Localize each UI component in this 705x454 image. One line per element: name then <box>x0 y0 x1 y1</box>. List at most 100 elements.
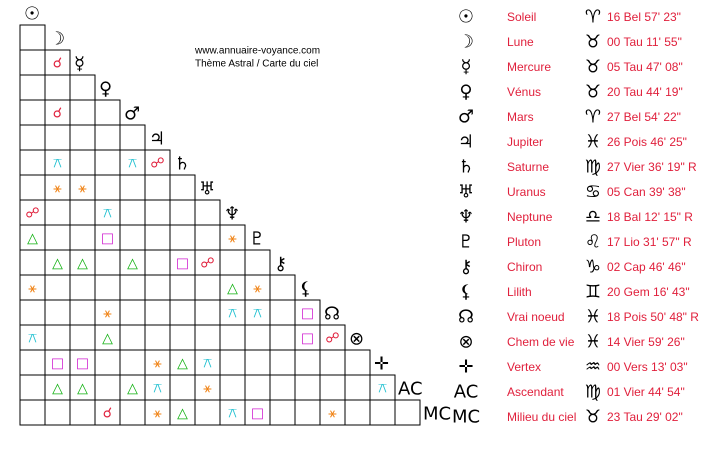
aspect-symbol: ⚻ <box>103 206 112 222</box>
aspect-symbol: △ <box>177 406 188 422</box>
planet-name: Vénus <box>507 85 541 99</box>
planet-name: Pluton <box>507 235 541 249</box>
grid-cell <box>194 299 221 326</box>
grid-cell <box>94 124 121 151</box>
grid-cell <box>144 374 171 401</box>
grid-cell <box>294 374 321 401</box>
sign-symbol: ♓ <box>585 132 601 153</box>
grid-cell <box>219 249 246 276</box>
aspect-symbol: ⚻ <box>378 381 387 397</box>
grid-cell <box>244 274 271 301</box>
aspect-symbol: ☌ <box>103 406 112 422</box>
grid-cell <box>144 199 171 226</box>
grid-planet-symbol: ⊗ <box>349 329 364 350</box>
aspect-symbol: ⚹ <box>328 406 337 422</box>
grid-cell <box>169 224 196 251</box>
grid-planet-symbol: ♀ <box>99 79 112 100</box>
grid-cell <box>69 274 96 301</box>
grid-cell <box>144 174 171 201</box>
planet-position: 00 Vers 13' 03" <box>607 360 688 374</box>
grid-cell <box>244 299 271 326</box>
grid-cell <box>19 24 46 51</box>
planet-name: Vrai noeud <box>507 310 565 324</box>
grid-cell <box>94 299 121 326</box>
grid-planet-symbol: ♃ <box>149 129 165 150</box>
aspect-symbol: ⚻ <box>203 356 212 372</box>
planet-position: 05 Can 39' 38" <box>607 185 686 199</box>
planet-name: Saturne <box>507 160 549 174</box>
grid-cell <box>19 224 46 251</box>
aspect-symbol: ⚹ <box>153 356 162 372</box>
aspect-symbol: ⚻ <box>28 331 37 347</box>
planet-position: 20 Tau 44' 19" <box>607 85 683 99</box>
grid-cell <box>219 349 246 376</box>
grid-planet-symbol: ⚸ <box>299 279 312 300</box>
sign-symbol: ♉ <box>585 57 601 78</box>
grid-cell <box>44 224 71 251</box>
grid-planet-symbol: ☽ <box>49 29 65 50</box>
grid-cell <box>194 199 221 226</box>
aspect-symbol: □ <box>51 356 64 372</box>
grid-cell <box>269 399 296 426</box>
grid-planet-symbol: ♅ <box>199 179 215 200</box>
planet-position: 27 Vier 36' 19" R <box>607 160 697 174</box>
aspect-symbol: △ <box>102 331 113 347</box>
grid-cell <box>44 174 71 201</box>
grid-cell <box>44 399 71 426</box>
planet-name: Uranus <box>507 185 546 199</box>
list-planet-symbol: ⊗ <box>458 332 473 353</box>
grid-cell <box>169 174 196 201</box>
grid-cell <box>119 324 146 351</box>
grid-cell <box>194 224 221 251</box>
grid-cell <box>19 374 46 401</box>
planet-position: 16 Bel 57' 23" <box>607 10 681 24</box>
grid-cell <box>69 249 96 276</box>
aspect-symbol: ⚹ <box>153 406 162 422</box>
grid-cell <box>194 324 221 351</box>
aspect-symbol: ⚻ <box>228 306 237 322</box>
site-url: www.annuaire-voyance.com <box>194 46 320 57</box>
planet-name: Chem de vie <box>507 335 575 349</box>
grid-cell <box>19 199 46 226</box>
grid-cell <box>19 399 46 426</box>
planet-name: Ascendant <box>507 385 564 399</box>
grid-cell <box>244 324 271 351</box>
grid-cell <box>194 399 221 426</box>
grid-cell <box>19 174 46 201</box>
aspect-symbol: △ <box>127 381 138 397</box>
grid-cell <box>244 349 271 376</box>
sign-symbol: ♌ <box>585 232 601 253</box>
sign-symbol: ♉ <box>585 32 601 53</box>
grid-cell <box>144 299 171 326</box>
grid-cell <box>219 224 246 251</box>
aspect-symbol: △ <box>177 356 188 372</box>
grid-cell <box>219 374 246 401</box>
sign-symbol: ♓ <box>585 307 601 328</box>
grid-cell <box>19 124 46 151</box>
grid-cell <box>44 274 71 301</box>
grid-cell <box>119 199 146 226</box>
grid-cell <box>19 349 46 376</box>
aspect-symbol: ⚻ <box>253 306 262 322</box>
grid-cell <box>144 349 171 376</box>
grid-cell <box>69 299 96 326</box>
grid-cell <box>44 199 71 226</box>
sign-symbol: ♉ <box>585 82 601 103</box>
aspect-symbol: △ <box>52 381 63 397</box>
grid-cell <box>119 174 146 201</box>
grid-cell <box>344 349 371 376</box>
grid-cell <box>119 374 146 401</box>
grid-cell <box>169 274 196 301</box>
aspect-symbol: ☍ <box>200 256 214 272</box>
list-planet-symbol: ✛ <box>458 357 473 378</box>
sign-symbol: ♑ <box>585 257 601 278</box>
sign-symbol: ♎ <box>585 207 601 228</box>
grid-planet-symbol: ♂ <box>124 104 140 125</box>
planet-name: Soleil <box>507 10 536 24</box>
grid-cell <box>119 349 146 376</box>
grid-cell <box>144 249 171 276</box>
aspect-symbol: ☍ <box>150 156 164 172</box>
grid-cell <box>269 324 296 351</box>
grid-planet-symbol: ♄ <box>174 154 190 175</box>
